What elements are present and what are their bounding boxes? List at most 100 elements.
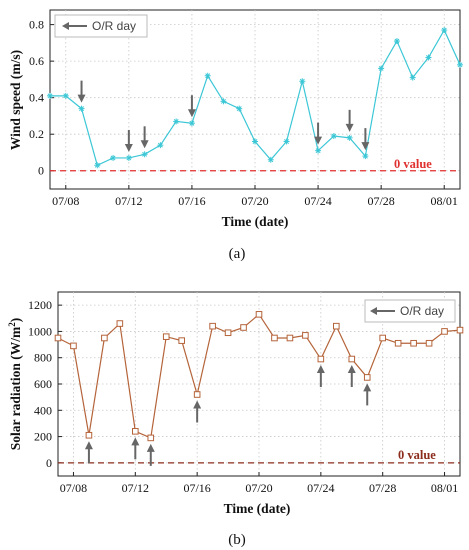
data-point (333, 322, 340, 330)
y-tick-label: 600 (34, 377, 52, 391)
data-point-stroke (173, 118, 179, 124)
or-arrow-head (193, 400, 202, 409)
data-point (54, 334, 62, 342)
data-point (267, 156, 274, 163)
x-tick-labels: 07/08 07/12 07/16 07/20 07/24 07/28 08/01 (60, 481, 458, 495)
data-point (178, 337, 185, 344)
data-point (141, 151, 148, 158)
or-day-arrow (187, 95, 196, 118)
data-point (255, 311, 263, 318)
or-arrow-head (361, 142, 370, 151)
or-arrow-head (187, 109, 196, 118)
data-point (363, 374, 371, 381)
data-point (209, 322, 216, 330)
x-tick-label: 07/08 (60, 481, 87, 495)
x-axis-label: Time (date) (224, 501, 291, 516)
x-tick-labels: 07/08 07/12 07/16 07/20 07/24 07/28 08/01 (52, 194, 458, 208)
data-point (394, 339, 402, 347)
legend-label: O/R day (92, 19, 136, 33)
data-point-stroke (110, 155, 116, 161)
y-axis-label-superscript: 2 (7, 322, 17, 327)
data-point (378, 65, 385, 72)
data-point-stroke (189, 120, 195, 126)
data-point (220, 98, 227, 105)
or-arrow-head (77, 94, 86, 103)
data-point (125, 154, 132, 161)
legend-arrow-head (370, 307, 377, 315)
data-point-stroke (205, 73, 211, 79)
data-point-stroke (347, 135, 353, 141)
chart-wind-speed: 00.20.40.60.8 07/08 07/12 07/16 07/20 07/24 0… (8, 9, 463, 262)
reference-line-label: 0 value (398, 448, 436, 462)
data-point (47, 92, 53, 99)
or-arrow-head (124, 143, 133, 152)
data-point (240, 324, 247, 331)
x-tick-label: 07/24 (307, 481, 334, 495)
data-point (456, 326, 464, 334)
or-arrow-head (316, 365, 325, 374)
legend-box (54, 14, 148, 38)
or-arrow-head (131, 437, 140, 446)
data-point-stroke (126, 155, 132, 161)
or-day-arrow (363, 383, 372, 406)
x-tick-label: 07/12 (115, 194, 142, 208)
x-tick-label: 07/16 (183, 481, 210, 495)
x-tick-label: 07/24 (304, 194, 331, 208)
data-point-stroke (362, 153, 368, 159)
data-point (85, 431, 93, 439)
or-arrow-head (347, 365, 356, 374)
y-tick-label: 800 (34, 351, 52, 365)
y-tick-label: 0 (38, 164, 44, 178)
data-point (224, 329, 232, 337)
data-point (441, 328, 448, 335)
or-arrow-head (345, 123, 354, 132)
x-axis-label: Time (date) (222, 214, 289, 229)
data-point (393, 38, 400, 45)
y-axis-label-close: ) (8, 318, 23, 323)
or-day-arrow (77, 80, 86, 103)
data-point-stroke (441, 27, 447, 33)
data-point (62, 92, 69, 99)
legend: O/R day (364, 299, 456, 323)
data-point-stroke (378, 65, 384, 71)
data-point (193, 391, 201, 398)
or-arrow-head (314, 136, 323, 145)
or-day-arrow (140, 126, 149, 149)
data-point-stroke (315, 148, 321, 154)
data-point-stroke (221, 98, 226, 104)
data-point (70, 342, 77, 350)
data-point (116, 320, 124, 327)
legend-arrow-head (62, 22, 69, 30)
data-point (94, 162, 101, 169)
data-point-stroke (79, 106, 84, 112)
y-tick-label: 1200 (28, 298, 52, 312)
data-point-stroke (94, 162, 100, 168)
or-day-arrow (124, 129, 133, 152)
data-point (379, 334, 386, 342)
data-point-stroke (252, 139, 258, 144)
or-day-arrow (193, 400, 202, 423)
data-point-stroke (284, 139, 289, 144)
data-point (110, 154, 117, 161)
data-point-stroke (63, 93, 69, 99)
or-day-arrow (314, 122, 323, 145)
data-point (162, 333, 170, 340)
data-point-stroke (457, 62, 463, 68)
or-day-arrow (146, 443, 155, 466)
legend-label: O/R day (400, 304, 444, 318)
y-axis-label: Solar radiation (W/m2) (7, 318, 23, 451)
x-tick-label: 08/01 (431, 481, 458, 495)
y-tick-label: 0.8 (29, 18, 44, 32)
data-point (441, 27, 448, 34)
or-day-arrow (84, 441, 93, 464)
data-point (188, 120, 195, 127)
x-tick-label: 07/20 (241, 194, 268, 208)
data-point (302, 332, 309, 339)
or-day-arrow (361, 128, 370, 151)
data-point (236, 105, 243, 112)
or-arrow-head (140, 140, 149, 149)
or-day-arrows (84, 365, 372, 466)
y-tick-label: 200 (34, 430, 52, 444)
x-tick-label: 07/28 (369, 481, 396, 495)
